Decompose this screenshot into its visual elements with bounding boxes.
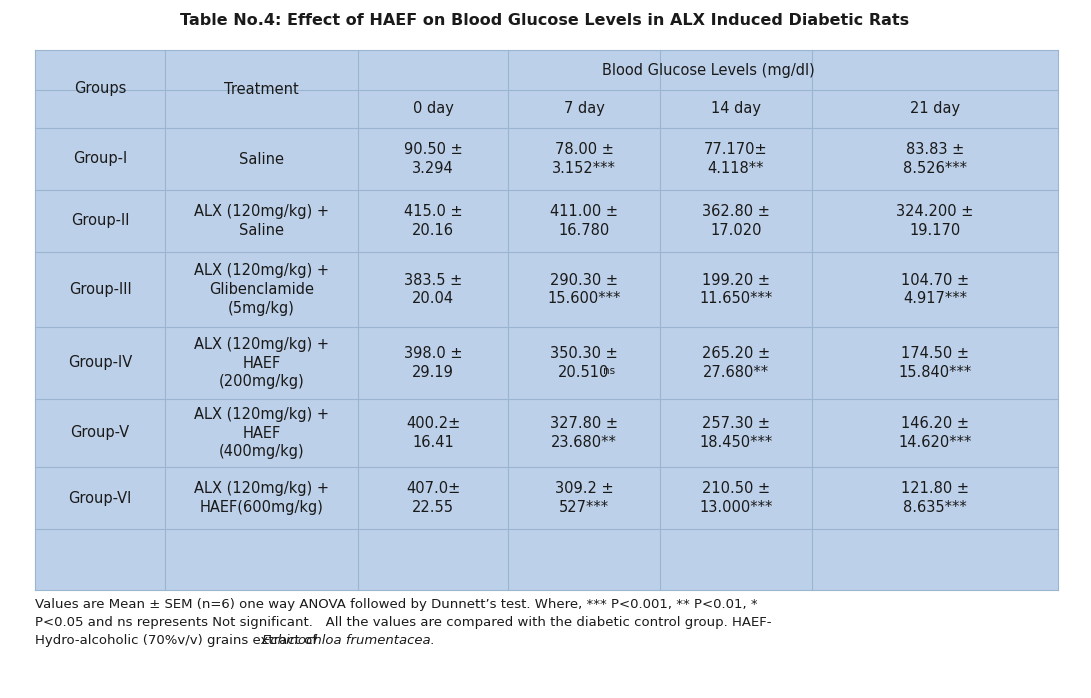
Text: Treatment: Treatment (224, 82, 299, 96)
Text: ALX (120mg/kg) +
Saline: ALX (120mg/kg) + Saline (194, 205, 329, 238)
Text: ns: ns (603, 366, 615, 376)
Text: 77.170±
4.118**: 77.170± 4.118** (704, 142, 768, 176)
Text: 265.20 ±
27.680**: 265.20 ± 27.680** (702, 346, 770, 380)
Text: Values are Mean ± SEM (n=6) one way ANOVA followed by Dunnett’s test. Where, ***: Values are Mean ± SEM (n=6) one way ANOV… (35, 598, 757, 611)
Text: P<0.05 and ns represents Not significant.   All the values are compared with the: P<0.05 and ns represents Not significant… (35, 616, 771, 629)
Text: 90.50 ±
3.294: 90.50 ± 3.294 (404, 142, 463, 176)
Text: 309.2 ±
527***: 309.2 ± 527*** (554, 481, 613, 515)
Text: 14 day: 14 day (711, 101, 762, 117)
Text: Blood Glucose Levels (mg/dl): Blood Glucose Levels (mg/dl) (601, 63, 814, 77)
Text: 400.2±
16.41: 400.2± 16.41 (406, 416, 460, 450)
Text: 7 day: 7 day (564, 101, 604, 117)
Text: ALX (120mg/kg) +
HAEF
(400mg/kg): ALX (120mg/kg) + HAEF (400mg/kg) (194, 407, 329, 459)
Text: 383.5 ±
20.04: 383.5 ± 20.04 (404, 273, 463, 306)
Text: 324.200 ±
19.170: 324.200 ± 19.170 (897, 205, 973, 238)
Text: 362.80 ±
17.020: 362.80 ± 17.020 (703, 205, 770, 238)
Text: Group-IV: Group-IV (68, 355, 132, 371)
Text: 290.30 ±
15.600***: 290.30 ± 15.600*** (548, 273, 621, 306)
Text: 146.20 ±
14.620***: 146.20 ± 14.620*** (898, 416, 972, 450)
Text: 398.0 ±
29.19: 398.0 ± 29.19 (404, 346, 463, 380)
Text: 415.0 ±
20.16: 415.0 ± 20.16 (404, 205, 463, 238)
Text: 210.50 ±
13.000***: 210.50 ± 13.000*** (699, 481, 772, 515)
Text: Group-VI: Group-VI (69, 491, 132, 505)
Text: Saline: Saline (239, 151, 284, 167)
Text: 327.80 ±
23.680**: 327.80 ± 23.680** (550, 416, 618, 450)
Text: 104.70 ±
4.917***: 104.70 ± 4.917*** (901, 273, 969, 306)
Text: ALX (120mg/kg) +
HAEF(600mg/kg): ALX (120mg/kg) + HAEF(600mg/kg) (194, 481, 329, 515)
Text: Echinochloa frumentacea.: Echinochloa frumentacea. (262, 634, 435, 647)
Text: Group-III: Group-III (69, 282, 131, 297)
Text: 21 day: 21 day (910, 101, 960, 117)
Text: 199.20 ±
11.650***: 199.20 ± 11.650*** (699, 273, 772, 306)
Text: 407.0±
22.55: 407.0± 22.55 (406, 481, 460, 515)
Text: Groups: Groups (74, 82, 127, 96)
Text: Hydro-alcoholic (70%v/v) grains extract of: Hydro-alcoholic (70%v/v) grains extract … (35, 634, 321, 647)
Text: 174.50 ±
15.840***: 174.50 ± 15.840*** (898, 346, 972, 380)
Text: 411.00 ±
16.780: 411.00 ± 16.780 (550, 205, 618, 238)
Text: 83.83 ±
8.526***: 83.83 ± 8.526*** (903, 142, 967, 176)
Text: Table No.4: Effect of HAEF on Blood Glucose Levels in ALX Induced Diabetic Rats: Table No.4: Effect of HAEF on Blood Gluc… (180, 13, 910, 28)
Text: 0 day: 0 day (412, 101, 454, 117)
Text: 350.30 ±
20.510: 350.30 ± 20.510 (550, 346, 618, 380)
FancyBboxPatch shape (35, 50, 1058, 590)
Text: 257.30 ±
18.450***: 257.30 ± 18.450*** (699, 416, 772, 450)
Text: Group-V: Group-V (71, 426, 130, 440)
Text: ALX (120mg/kg) +
HAEF
(200mg/kg): ALX (120mg/kg) + HAEF (200mg/kg) (194, 337, 329, 389)
Text: Group-I: Group-I (73, 151, 128, 167)
Text: 121.80 ±
8.635***: 121.80 ± 8.635*** (901, 481, 969, 515)
Text: 78.00 ±
3.152***: 78.00 ± 3.152*** (552, 142, 616, 176)
Text: ALX (120mg/kg) +
Glibenclamide
(5mg/kg): ALX (120mg/kg) + Glibenclamide (5mg/kg) (194, 263, 329, 315)
Text: Group-II: Group-II (71, 214, 129, 228)
